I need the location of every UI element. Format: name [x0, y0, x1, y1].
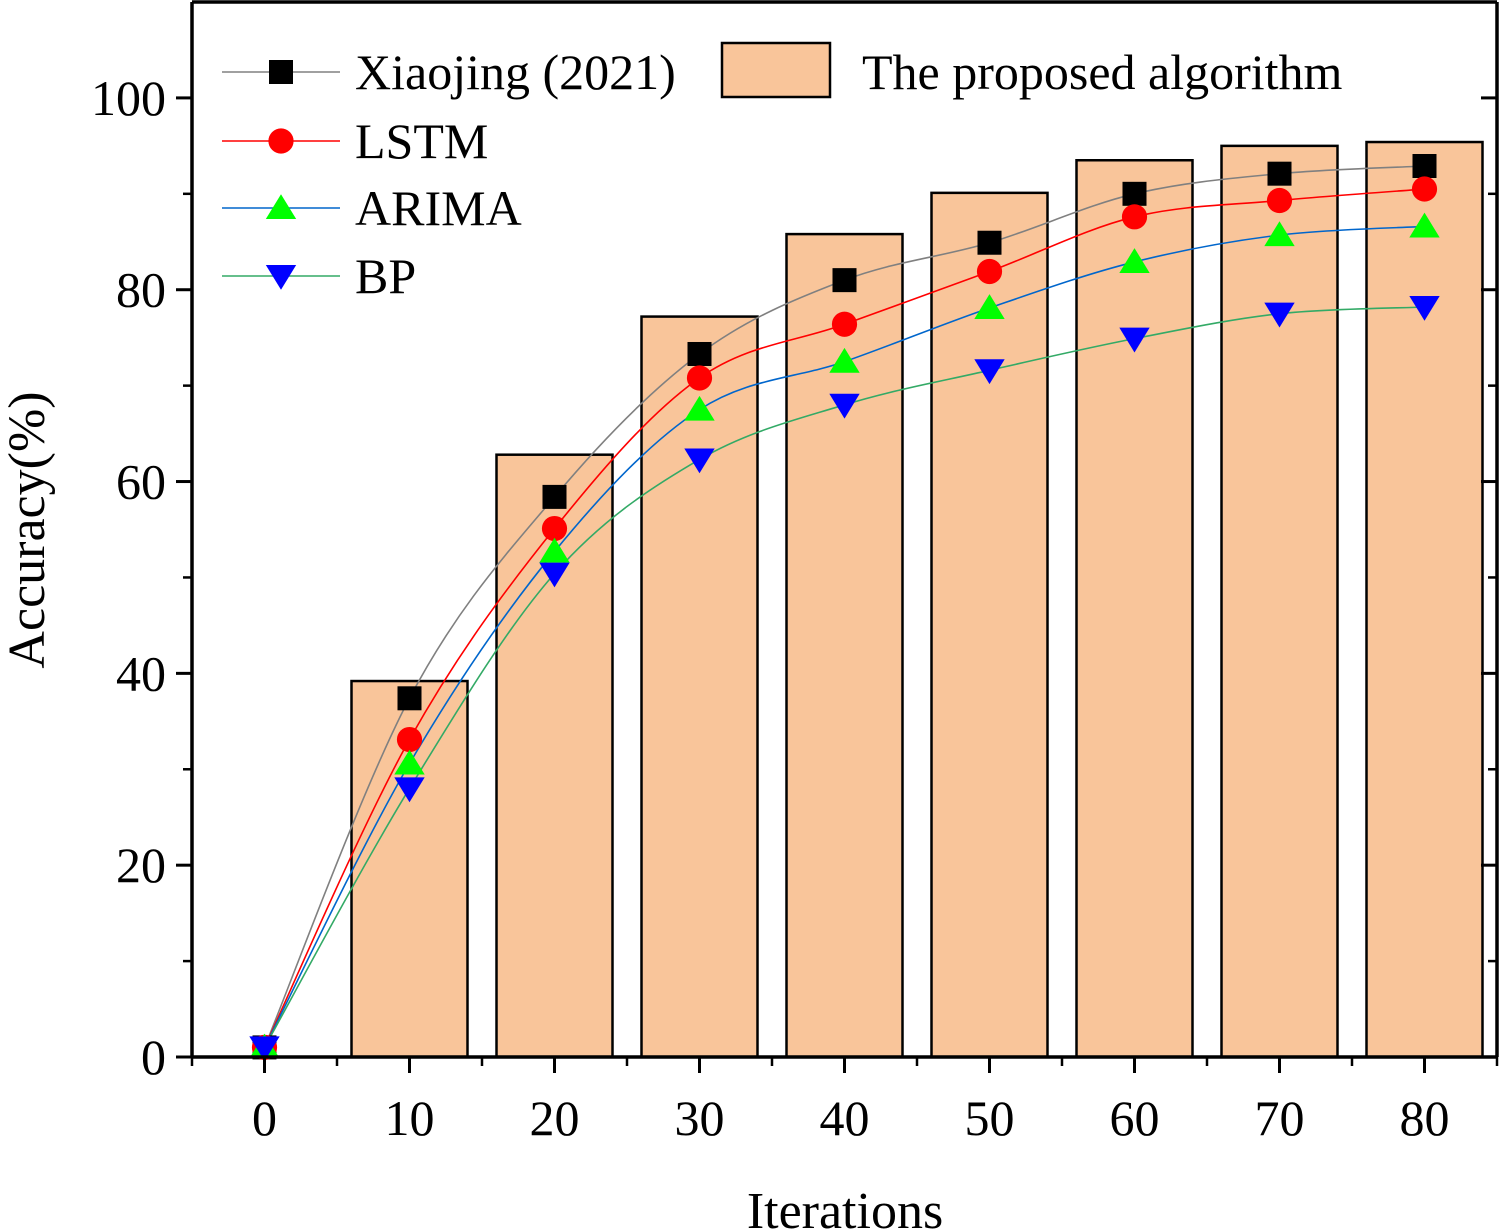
y-axis-title: Accuracy(%)	[0, 391, 56, 668]
point-xiaojing-2021-20	[542, 484, 567, 509]
point-lstm-60	[1121, 204, 1148, 230]
x-tick-label-70: 70	[1255, 1090, 1305, 1146]
bar-the-proposed-algorithm-80	[1365, 140, 1484, 1059]
x-tick-label-10: 10	[385, 1090, 435, 1146]
point-xiaojing-2021-40	[832, 268, 857, 293]
point-bp-40	[829, 393, 860, 419]
point-lstm-30	[686, 365, 713, 391]
x-tick-label-20: 20	[530, 1090, 580, 1146]
point-bp-50	[974, 359, 1005, 385]
point-arima-80	[1409, 212, 1440, 238]
point-arima-10	[394, 749, 425, 775]
legend-marker-xiaojing-2021	[269, 60, 293, 84]
y-tick-label-0: 0	[141, 1029, 166, 1085]
point-xiaojing-2021-50	[977, 230, 1002, 255]
point-xiaojing-2021-30	[687, 341, 712, 366]
legend-marker-bp	[265, 264, 297, 290]
bar-the-proposed-algorithm-70	[1220, 144, 1339, 1059]
x-tick-label-50: 50	[965, 1090, 1015, 1146]
axes-layer: 0 20 40 60 80 100 0 10 20 30 40 50 60 70 80	[91, 0, 1499, 1146]
y-tick-label-80: 80	[116, 262, 166, 318]
point-xiaojing-2021-10	[397, 686, 422, 711]
point-xiaojing-2021-60	[1122, 181, 1147, 206]
point-arima-60	[1119, 248, 1150, 273]
markers-layer	[249, 154, 1440, 1062]
point-bp-30	[684, 448, 715, 474]
point-bp-10	[394, 777, 425, 803]
point-bp-80	[1409, 295, 1440, 321]
y-tick-label-40: 40	[116, 645, 166, 701]
legend-label-lstm: LSTM	[355, 113, 488, 169]
legend-marker-lstm	[268, 128, 294, 154]
line-arima	[263, 225, 1425, 1048]
legend-label-arima: ARIMA	[355, 180, 522, 236]
point-bp-20	[539, 562, 570, 588]
x-axis-title: Iterations	[747, 1183, 943, 1232]
point-arima-30	[684, 395, 715, 421]
x-tick-label-0: 0	[252, 1090, 277, 1146]
x-tick-label-30: 30	[675, 1090, 725, 1146]
x-tick-label-60: 60	[1110, 1090, 1160, 1146]
point-lstm-10	[396, 726, 423, 753]
bar-the-proposed-algorithm-30	[640, 315, 759, 1059]
legend-marker-arima	[265, 194, 297, 220]
point-xiaojing-2021-70	[1267, 161, 1292, 186]
point-arima-40	[829, 347, 860, 373]
point-lstm-70	[1266, 187, 1293, 214]
y-tick-label-20: 20	[116, 837, 166, 893]
point-arima-20	[539, 537, 570, 563]
x-tick-label-80: 80	[1400, 1090, 1450, 1146]
point-lstm-40	[831, 311, 858, 337]
point-arima-50	[974, 294, 1005, 319]
bars-layer	[350, 140, 1484, 1059]
point-bp-0	[249, 1036, 280, 1062]
point-lstm-50	[976, 258, 1003, 285]
point-bp-60	[1119, 327, 1150, 353]
bar-the-proposed-algorithm-50	[930, 191, 1049, 1059]
point-lstm-20	[541, 515, 568, 542]
legend-swatch-the-proposed-algorithm	[720, 41, 832, 99]
legend-label-xiaojing-2021: Xiaojing (2021)	[355, 44, 676, 100]
bar-the-proposed-algorithm-60	[1075, 159, 1194, 1059]
point-xiaojing-2021-80	[1412, 154, 1437, 179]
point-lstm-80	[1411, 176, 1438, 202]
y-tick-label-100: 100	[91, 70, 166, 126]
legend-label-bp: BP	[355, 248, 416, 304]
legend: Xiaojing (2021) LSTM ARIMA BP The proposed a…	[222, 41, 1343, 304]
point-bp-70	[1264, 302, 1295, 328]
legend-label-the-proposed-algorithm: The proposed algorithm	[862, 44, 1343, 100]
point-arima-70	[1264, 221, 1295, 247]
x-tick-label-40: 40	[820, 1090, 870, 1146]
y-tick-label-60: 60	[116, 454, 166, 510]
